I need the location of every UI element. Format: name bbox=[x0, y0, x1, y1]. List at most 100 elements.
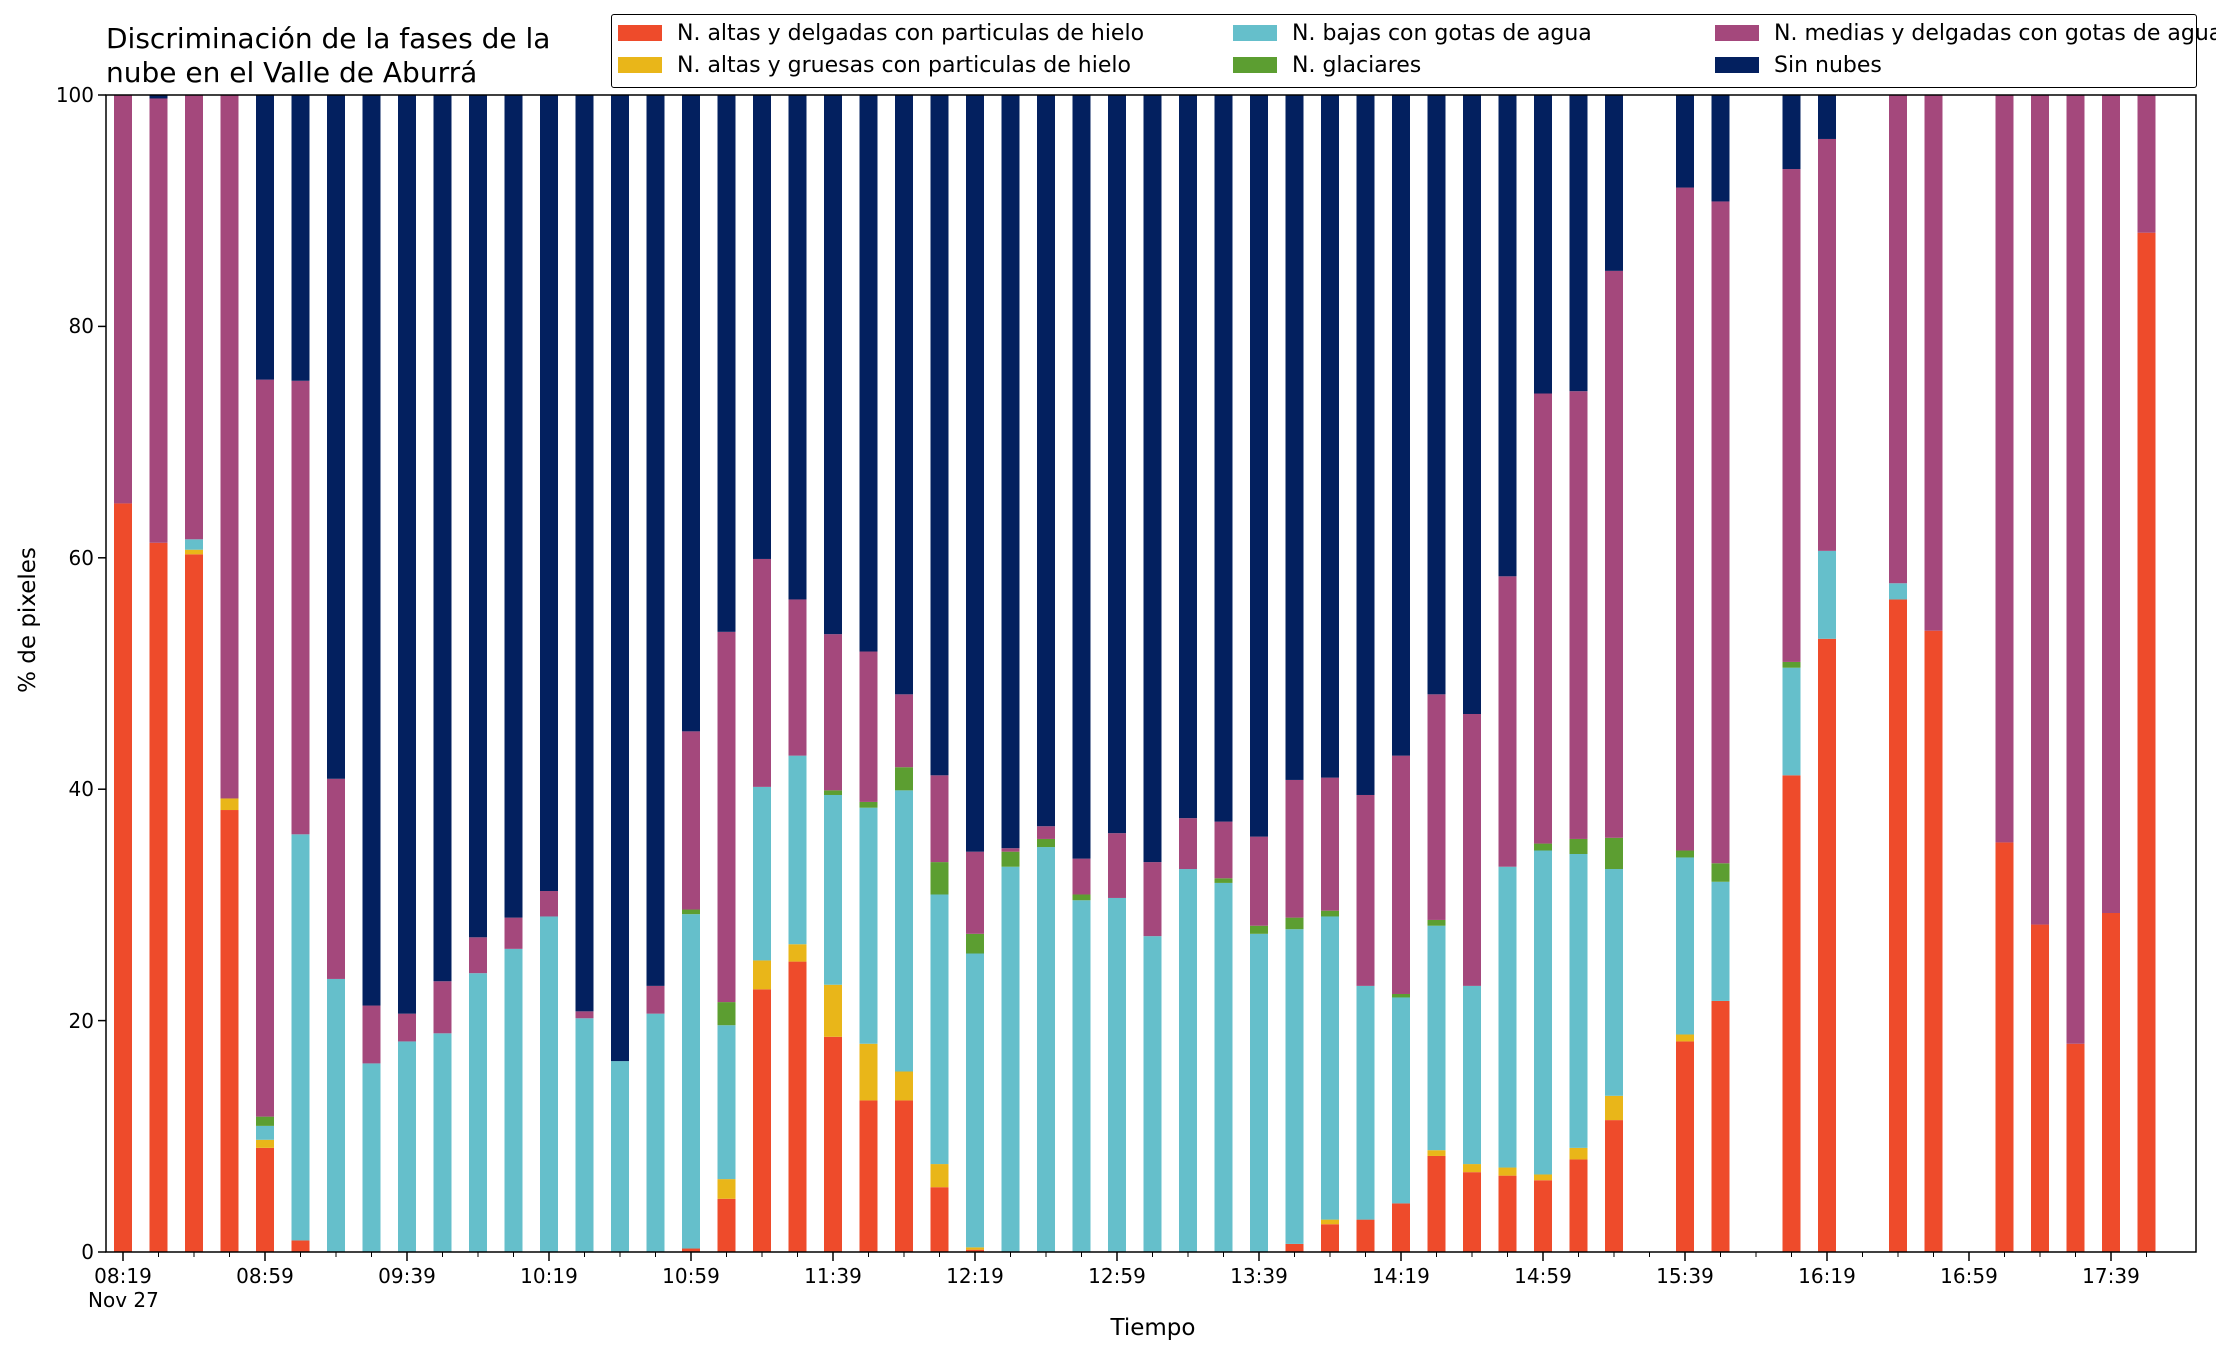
bar-segment-4-31 bbox=[1214, 821, 1233, 879]
bar-segment-3-44 bbox=[1676, 850, 1694, 858]
legend-label: N. glaciares bbox=[1292, 53, 1422, 78]
bar-segment-2-30 bbox=[1179, 869, 1197, 1252]
bar-segment-3-32 bbox=[1250, 925, 1268, 934]
bar-segment-5-10 bbox=[469, 95, 487, 938]
x-tick-label: 08:59 bbox=[236, 1264, 294, 1288]
bar-segment-0-19 bbox=[788, 961, 807, 1252]
bar-segment-0-16 bbox=[682, 1248, 700, 1252]
x-tick-label: 13:39 bbox=[1230, 1264, 1288, 1288]
bar-segment-2-4 bbox=[256, 1125, 274, 1140]
bar-segment-1-20 bbox=[824, 984, 842, 1037]
bar-segment-3-23 bbox=[930, 862, 949, 895]
bar-segment-3-16 bbox=[682, 909, 700, 915]
x-tick-label: 10:19 bbox=[520, 1264, 578, 1288]
bar-segment-3-33 bbox=[1285, 917, 1304, 930]
bar-segment-1-42 bbox=[1605, 1095, 1623, 1121]
bar-segment-0-2 bbox=[185, 554, 203, 1252]
bar-segment-3-26 bbox=[1037, 838, 1055, 848]
bar-segment-4-50 bbox=[1889, 95, 1907, 584]
x-tick-label: 08:19 bbox=[94, 1264, 152, 1288]
bar-segment-4-20 bbox=[824, 634, 842, 791]
bar-segment-4-45 bbox=[1711, 201, 1730, 864]
bar-segment-2-40 bbox=[1534, 850, 1552, 1175]
bar-segment-2-18 bbox=[753, 786, 771, 961]
legend-swatch bbox=[1233, 57, 1277, 73]
bar-segment-0-36 bbox=[1392, 1203, 1410, 1252]
bar-segment-5-37 bbox=[1427, 95, 1446, 695]
bar-segment-4-36 bbox=[1392, 755, 1410, 994]
bar-segment-4-28 bbox=[1108, 833, 1126, 898]
bar-segment-2-26 bbox=[1037, 847, 1055, 1252]
bar-segment-0-37 bbox=[1427, 1155, 1446, 1252]
bar-segment-5-18 bbox=[753, 95, 771, 559]
x-tick-label: 16:19 bbox=[1798, 1264, 1856, 1288]
bar-segment-5-48 bbox=[1818, 95, 1836, 139]
bar-segment-2-21 bbox=[859, 807, 878, 1044]
bar-segment-1-21 bbox=[859, 1043, 878, 1101]
bar-segment-0-33 bbox=[1285, 1243, 1304, 1252]
bar-segment-3-37 bbox=[1427, 919, 1446, 926]
legend-label: N. altas y gruesas con particulas de hie… bbox=[677, 53, 1131, 78]
bar-segment-1-34 bbox=[1321, 1219, 1339, 1225]
bar-segment-5-39 bbox=[1498, 95, 1517, 577]
bar-segment-5-5 bbox=[291, 95, 310, 381]
bar-segment-3-25 bbox=[1001, 851, 1020, 867]
bar-segment-4-42 bbox=[1605, 270, 1623, 838]
bar-segment-0-38 bbox=[1463, 1172, 1481, 1252]
bar-segment-5-32 bbox=[1250, 95, 1268, 837]
bar-segment-4-35 bbox=[1356, 794, 1375, 986]
bar-segment-1-24 bbox=[966, 1247, 984, 1250]
bar-segment-2-32 bbox=[1250, 933, 1268, 1252]
bar-segment-3-45 bbox=[1711, 863, 1730, 882]
bar-segment-3-22 bbox=[895, 767, 913, 791]
bar-segment-0-35 bbox=[1356, 1219, 1375, 1252]
bar-segment-5-40 bbox=[1534, 95, 1552, 394]
bar-segment-1-41 bbox=[1569, 1147, 1588, 1160]
bar-segment-0-51 bbox=[1924, 630, 1943, 1252]
bar-segment-0-55 bbox=[2066, 1043, 2085, 1252]
bar-segment-2-48 bbox=[1818, 550, 1836, 639]
bar-segment-4-13 bbox=[575, 1011, 594, 1019]
bar-segment-5-14 bbox=[611, 95, 629, 1062]
bar-segment-1-39 bbox=[1498, 1167, 1517, 1176]
bar-segment-4-8 bbox=[398, 1013, 416, 1042]
bar-segment-1-3 bbox=[220, 798, 239, 811]
bar-segment-2-34 bbox=[1321, 916, 1339, 1220]
bar-segment-4-37 bbox=[1427, 694, 1446, 920]
chart-legend: N. altas y delgadas con particulas de hi… bbox=[611, 14, 2216, 88]
bar-segment-0-40 bbox=[1534, 1180, 1552, 1252]
legend-label: Sin nubes bbox=[1774, 53, 1882, 78]
bar-segment-4-7 bbox=[362, 1005, 381, 1064]
bar-segment-0-57 bbox=[2137, 232, 2156, 1253]
bar-segment-5-45 bbox=[1711, 95, 1730, 202]
x-tick-label: 14:19 bbox=[1372, 1264, 1430, 1288]
bar-segment-3-17 bbox=[717, 1002, 736, 1026]
bar-segment-2-22 bbox=[895, 790, 913, 1072]
bar-segment-4-9 bbox=[433, 981, 452, 1034]
bar-segment-0-17 bbox=[717, 1198, 736, 1252]
bar-segment-4-0 bbox=[114, 95, 132, 504]
bar-segment-0-39 bbox=[1498, 1175, 1517, 1252]
bar-segment-2-16 bbox=[682, 914, 700, 1249]
bar-segment-3-41 bbox=[1569, 838, 1588, 854]
bar-segment-2-36 bbox=[1392, 997, 1410, 1204]
x-tick-label: 10:59 bbox=[662, 1264, 720, 1288]
bar-segment-2-9 bbox=[433, 1033, 452, 1252]
bar-segment-2-33 bbox=[1285, 929, 1304, 1244]
legend-swatch bbox=[1715, 57, 1759, 73]
bar-segment-5-7 bbox=[362, 95, 381, 1006]
x-tick-date-label: Nov 27 bbox=[88, 1288, 159, 1312]
bar-segment-0-44 bbox=[1676, 1041, 1694, 1252]
bar-segment-2-38 bbox=[1463, 985, 1481, 1165]
bar-segment-4-5 bbox=[291, 380, 310, 835]
bar-segment-5-35 bbox=[1356, 95, 1375, 795]
bar-segment-2-10 bbox=[469, 973, 487, 1252]
bar-segment-4-32 bbox=[1250, 836, 1268, 926]
bar-segment-2-41 bbox=[1569, 853, 1588, 1148]
bar-segment-4-22 bbox=[895, 694, 913, 768]
legend-item-glaciares: N. glaciares bbox=[1233, 53, 1421, 79]
legend-swatch bbox=[618, 25, 662, 41]
bar-segment-0-48 bbox=[1818, 638, 1836, 1252]
x-tick-label: 14:59 bbox=[1514, 1264, 1572, 1288]
x-axis-label: Tiempo bbox=[1110, 1315, 1196, 1341]
